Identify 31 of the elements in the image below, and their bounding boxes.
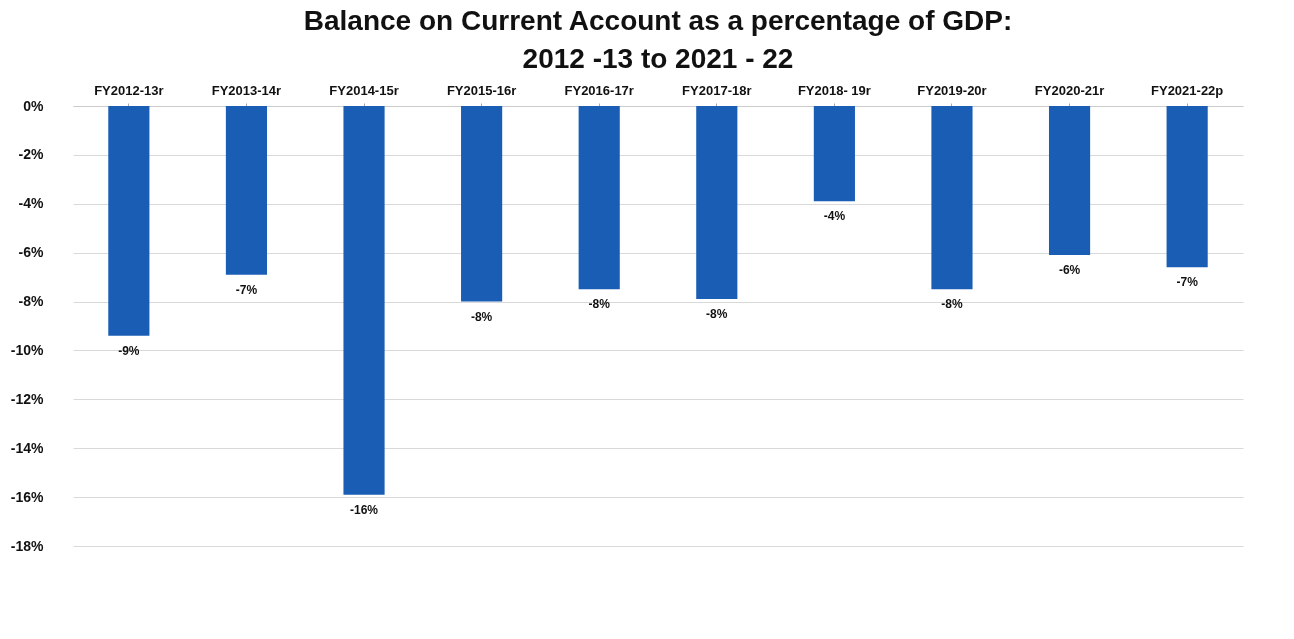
data-label: -9% (118, 343, 140, 358)
data-label: -16% (350, 502, 379, 517)
x-tick-label: FY2019-20r (917, 82, 987, 98)
data-label: -7% (1176, 275, 1199, 290)
x-tick-label: FY2013-14r (211, 82, 282, 98)
y-tick-label: -14% (10, 439, 45, 456)
data-label: -6% (1058, 263, 1081, 278)
data-label: -7% (235, 282, 258, 297)
data-label: -8% (941, 297, 963, 312)
y-tick-label: -12% (10, 390, 45, 407)
y-tick-label: -16% (10, 488, 45, 505)
y-tick-label: -2% (18, 146, 45, 163)
y-tick-label: -6% (18, 244, 45, 261)
data-label: -4% (823, 209, 846, 224)
data-label: -8% (470, 309, 493, 324)
x-tick-label: FY2012-13r (94, 82, 164, 98)
x-tick-label: FY2020-21r (1034, 82, 1105, 98)
x-tick-label: FY2018- 19r (797, 82, 871, 98)
y-tick-label: -8% (18, 293, 45, 310)
x-tick-label: FY2017-18r (682, 82, 752, 98)
data-label: -8% (706, 307, 728, 322)
y-tick-label: 0% (23, 97, 45, 114)
chart-title: Balance on Current Account as a percentage of GDP: 2012 -13 to 2021 - 22 (303, 5, 1013, 74)
y-tick-label: -18% (10, 537, 45, 554)
y-tick-label: -10% (10, 341, 45, 358)
x-tick-label: FY2015-16r (446, 82, 517, 98)
x-tick-label: FY2016-17r (564, 82, 634, 98)
x-tick-label: FY2014-15r (329, 82, 399, 98)
x-tick-label: FY2021-22p (1151, 82, 1224, 98)
y-tick-label: -4% (18, 195, 45, 212)
data-label: -8% (588, 297, 611, 312)
